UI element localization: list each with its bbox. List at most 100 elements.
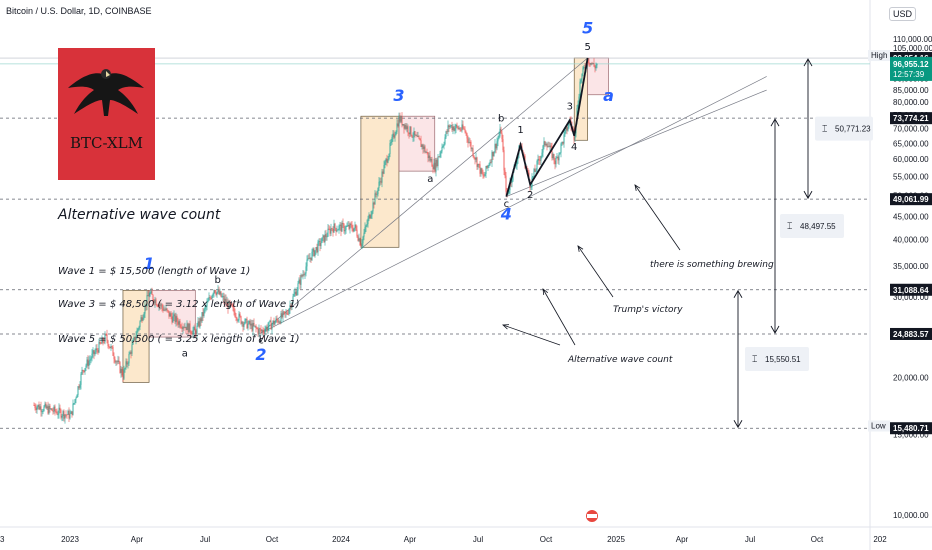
candle-body — [152, 294, 154, 301]
candle-body — [330, 228, 332, 234]
y-tick-label: 55,000.00 — [893, 172, 929, 181]
candle-body — [142, 317, 144, 321]
wave-label: 5 — [584, 42, 590, 53]
candle-body — [149, 293, 151, 296]
wave-label: 1 — [143, 254, 154, 273]
candle-body — [276, 318, 278, 321]
candle-body — [582, 67, 584, 74]
candle-body — [593, 63, 595, 67]
candle-body — [427, 152, 429, 159]
candle-body — [181, 327, 183, 329]
candle-body — [198, 321, 200, 327]
candle-body — [192, 330, 194, 335]
candle-body — [257, 328, 259, 334]
candle-body — [495, 143, 497, 149]
brewing-annotation: there is something brewing — [650, 260, 774, 270]
candle-body — [574, 133, 576, 140]
candle-body — [578, 96, 580, 105]
candle-body — [80, 373, 82, 385]
candle-body — [134, 336, 136, 341]
candle-body — [108, 346, 110, 347]
wave-label: 2 — [527, 190, 533, 201]
candle-body — [415, 135, 417, 136]
candle-body — [177, 321, 179, 325]
x-tick-label: 202 — [873, 535, 887, 544]
candle-body — [287, 313, 289, 315]
candle-body — [166, 308, 168, 311]
wave-label: 5 — [582, 18, 593, 37]
candle-body — [52, 410, 54, 412]
candle-body — [261, 330, 263, 332]
currency-button[interactable]: USD — [889, 7, 917, 21]
candle-body — [487, 165, 489, 168]
annotation-arrow-line — [542, 288, 576, 346]
candle-body — [492, 151, 494, 157]
candle-body — [148, 295, 150, 297]
candle-body — [121, 368, 123, 376]
candle-body — [297, 283, 299, 291]
candle-body — [347, 224, 349, 227]
candle-body — [530, 187, 532, 188]
candle-body — [539, 160, 541, 161]
candle-body — [131, 344, 133, 354]
x-tick-label: Jul — [200, 535, 210, 544]
candle-body — [469, 141, 471, 143]
candle-body — [209, 297, 211, 299]
candle-body — [38, 404, 40, 410]
wave-label: b — [215, 275, 221, 286]
candle-body — [132, 340, 134, 345]
y-tick-label: 45,000.00 — [893, 212, 929, 221]
candle-body — [112, 346, 114, 356]
candle-body — [286, 312, 288, 314]
candle-body — [253, 322, 255, 326]
candle-body — [128, 354, 130, 364]
candle-body — [422, 144, 424, 150]
candle-body — [385, 158, 387, 162]
candle-body — [86, 359, 88, 366]
candle-body — [364, 227, 366, 233]
candle-body — [467, 138, 469, 143]
y-tick-label: 40,000.00 — [893, 236, 929, 245]
candle-body — [99, 341, 101, 344]
candle-body — [484, 173, 486, 177]
y-tick-label: 15,000.00 — [893, 430, 929, 439]
candle-body — [254, 325, 256, 327]
candle-body — [187, 323, 189, 333]
candle-body — [269, 320, 271, 322]
candle-body — [459, 128, 461, 131]
candle-body — [306, 259, 308, 267]
candle-body — [234, 312, 236, 318]
candle-body — [588, 62, 590, 64]
annotation-arrow-head — [634, 184, 641, 191]
candle-body — [308, 258, 310, 260]
wave-label: a — [427, 174, 433, 185]
candle-body — [58, 407, 60, 415]
y-tick-label: 70,000.00 — [893, 125, 929, 134]
candle-body — [527, 170, 529, 173]
candle-body — [111, 346, 113, 348]
candle-body — [150, 291, 152, 294]
candle-body — [508, 190, 510, 193]
alt-count-annotation: Alternative wave count — [568, 355, 673, 365]
candle-body — [295, 291, 297, 296]
wave-label: c — [504, 199, 510, 210]
candle-body — [201, 312, 203, 322]
candle-body — [488, 164, 490, 166]
candle-body — [401, 116, 403, 126]
candle-body — [237, 320, 239, 322]
candle-body — [544, 141, 546, 146]
candle-body — [244, 319, 246, 324]
measure-arrow-down — [733, 419, 743, 429]
candle-body — [465, 131, 467, 134]
candle-body — [568, 120, 570, 127]
candle-body — [72, 403, 74, 415]
candle-body — [370, 215, 372, 219]
candle-body — [425, 152, 427, 153]
wave-label: 2 — [255, 345, 266, 364]
candle-body — [555, 158, 557, 165]
candle-body — [146, 295, 148, 307]
candle-body — [35, 408, 37, 410]
candle-body — [296, 290, 298, 296]
